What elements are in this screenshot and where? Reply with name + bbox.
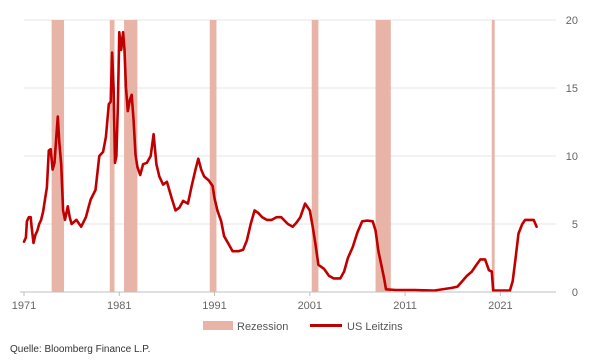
legend-label-us-leitzins: US Leitzins	[347, 321, 403, 333]
y-tick-label: 20	[566, 15, 578, 27]
x-tick-label: 1971	[12, 300, 36, 312]
recession-bands	[51, 20, 495, 292]
recession-band	[124, 20, 138, 292]
y-tick-label: 15	[566, 83, 578, 95]
x-tick-label: 2001	[298, 300, 322, 312]
source-note: Quelle: Bloomberg Finance L.P.	[10, 344, 151, 355]
series-line-group	[22, 30, 538, 292]
y-tick-label: 0	[572, 287, 578, 299]
x-tick-label: 1991	[202, 300, 226, 312]
legend: Rezession US Leitzins	[203, 321, 403, 333]
series-line-us-leitzins	[22, 30, 538, 292]
recession-band	[491, 20, 495, 292]
x-tick-label: 2011	[393, 300, 417, 312]
recession-band	[51, 20, 65, 292]
y-axis: 0 5 10 15 20	[566, 15, 578, 299]
recession-band	[311, 20, 319, 292]
recession-band	[209, 20, 217, 292]
gridlines	[24, 19, 556, 225]
x-tick-label: 2021	[488, 300, 512, 312]
recession-band	[109, 20, 115, 292]
legend-label-rezession: Rezession	[237, 321, 288, 333]
recession-band	[375, 20, 391, 292]
y-tick-label: 5	[572, 219, 578, 231]
legend-swatch-rezession	[203, 321, 233, 330]
x-tick-label: 1981	[107, 300, 131, 312]
x-axis: 1971 1981 1991 2001 2011 2021	[12, 291, 556, 312]
y-tick-label: 10	[566, 151, 578, 163]
